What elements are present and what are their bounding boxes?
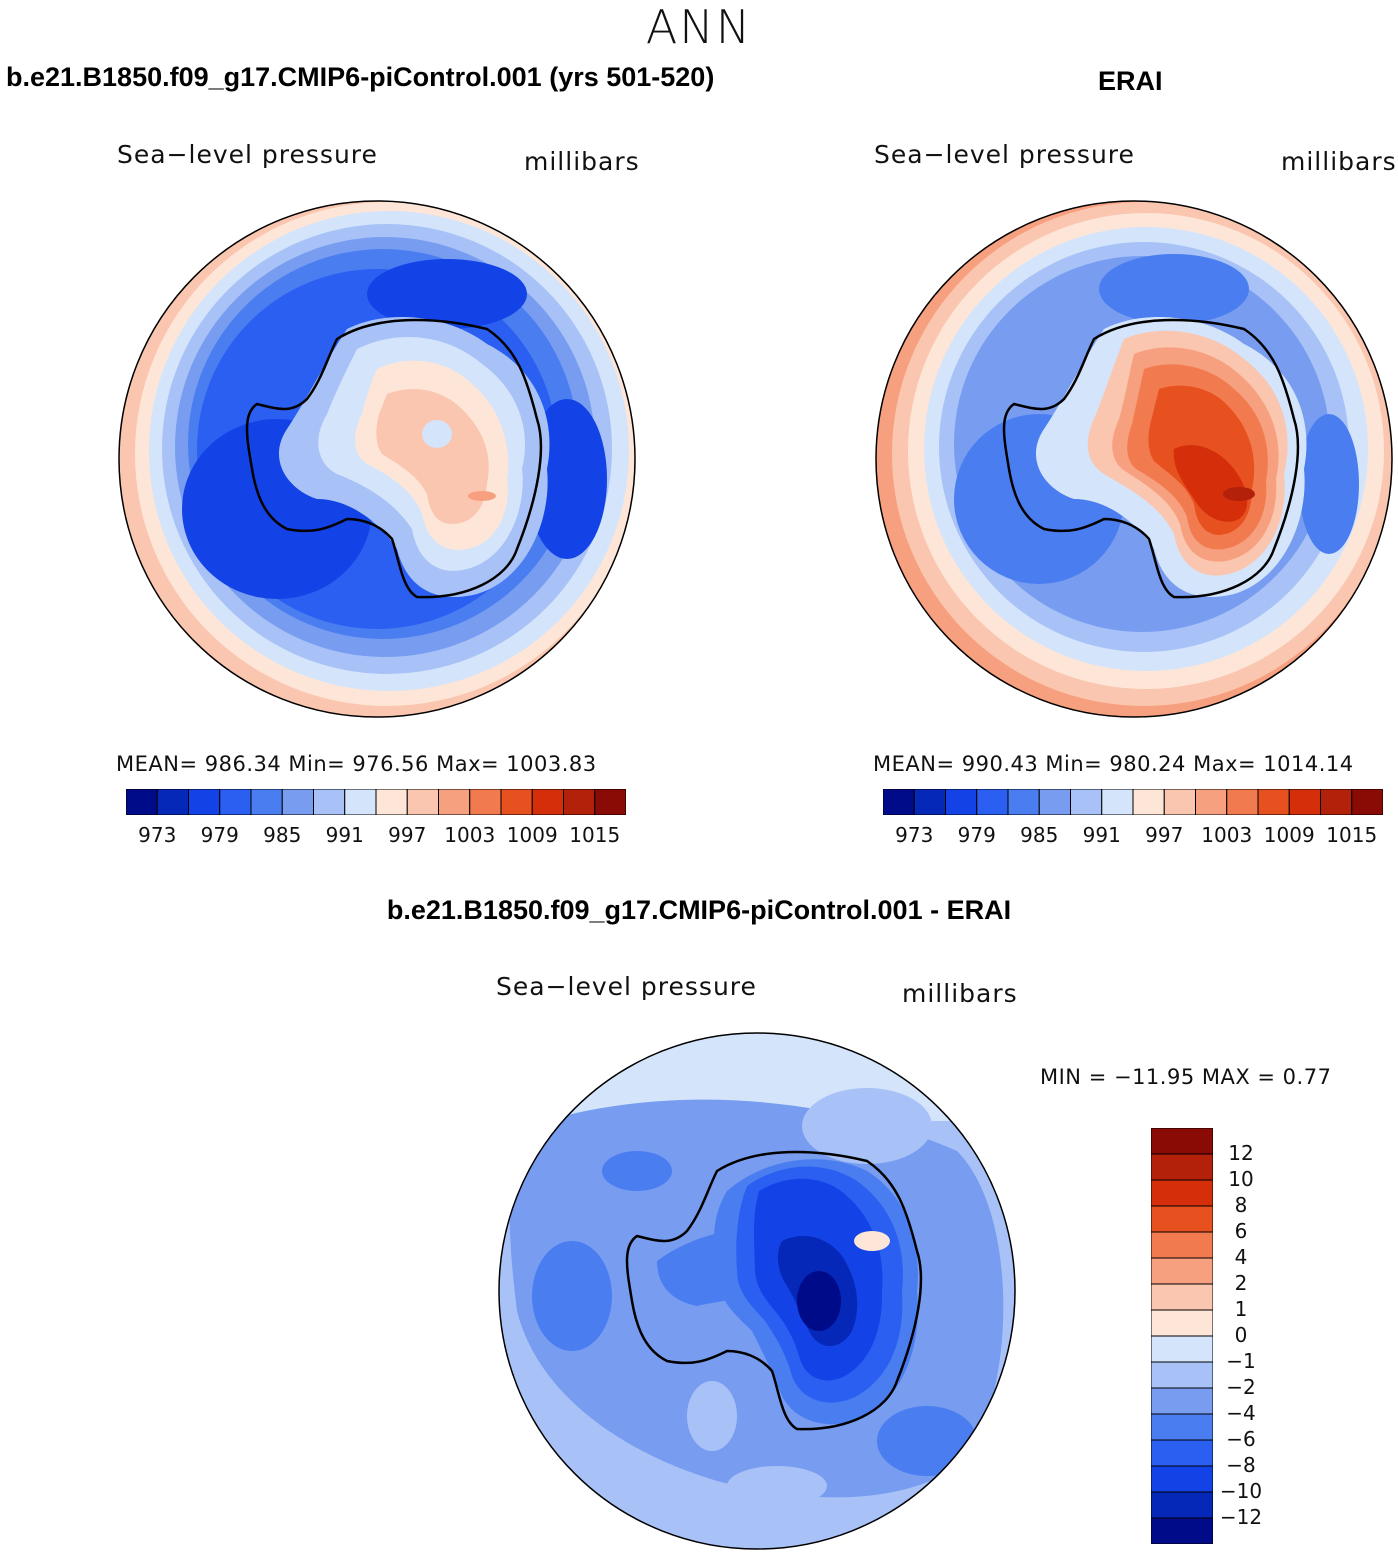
panel-1-title: b.e21.B1850.f09_g17.CMIP6-piControl.001 … xyxy=(6,62,715,92)
colorbar-box xyxy=(126,789,158,815)
panel-2-units-label: millibars xyxy=(1281,147,1397,176)
colorbar-box xyxy=(1151,1491,1213,1519)
colorbar-box xyxy=(594,789,626,815)
colorbar-tick-label: 985 xyxy=(1020,823,1059,847)
colorbar-tick-label: 997 xyxy=(1145,823,1184,847)
colorbar-tick-label: −4 xyxy=(1226,1401,1256,1425)
colorbar-box xyxy=(219,789,252,815)
colorbar-box xyxy=(1320,789,1353,815)
colorbar-tick-label: 979 xyxy=(957,823,996,847)
colorbar-box xyxy=(976,789,1009,815)
colorbar-tick-label: 1009 xyxy=(1263,823,1315,847)
colorbar-box xyxy=(469,789,502,815)
panel-3-map xyxy=(498,1032,1016,1550)
colorbar-box xyxy=(1151,1231,1213,1259)
colorbar-box xyxy=(1132,789,1165,815)
colorbar-tick-label: −12 xyxy=(1219,1505,1263,1529)
colorbar-tick-label: 0 xyxy=(1234,1323,1248,1347)
panel-1-stats: MEAN= 986.34 Min= 976.56 Max= 1003.83 xyxy=(116,752,597,776)
colorbar-tick-label: 1009 xyxy=(506,823,558,847)
colorbar-box xyxy=(1226,789,1259,815)
colorbar-box xyxy=(1151,1439,1213,1467)
colorbar-box xyxy=(1257,789,1290,815)
colorbar-tick-label: −2 xyxy=(1226,1375,1256,1399)
colorbar-box xyxy=(344,789,377,815)
panel-2-map xyxy=(875,200,1393,718)
colorbar-box xyxy=(375,789,408,815)
colorbar-box xyxy=(438,789,471,815)
colorbar-box xyxy=(1195,789,1228,815)
colorbar-tick-label: 979 xyxy=(200,823,239,847)
colorbar-box xyxy=(1151,1361,1213,1389)
colorbar-box xyxy=(1151,1309,1213,1337)
panel-1-variable-label: Sea−level pressure xyxy=(117,140,378,169)
colorbar-box xyxy=(1151,1179,1213,1207)
colorbar-tick-label: 1015 xyxy=(569,823,621,847)
colorbar-tick-label: 991 xyxy=(1082,823,1121,847)
difference-title: b.e21.B1850.f09_g17.CMIP6-piControl.001 … xyxy=(386,895,1012,925)
colorbar-box xyxy=(1151,1517,1213,1544)
colorbar-tick-label: 973 xyxy=(895,823,934,847)
colorbar-box xyxy=(1151,1387,1213,1415)
colorbar-box xyxy=(913,789,946,815)
colorbar-tick-label: 1003 xyxy=(1201,823,1253,847)
colorbar-box xyxy=(945,789,978,815)
colorbar-box xyxy=(1163,789,1196,815)
colorbar-box xyxy=(1101,789,1134,815)
panel-2-stats: MEAN= 990.43 Min= 980.24 Max= 1014.14 xyxy=(873,752,1354,776)
panel-1-colorbar xyxy=(126,789,626,815)
colorbar-tick-label: 10 xyxy=(1228,1167,1254,1191)
colorbar-tick-label: −6 xyxy=(1226,1427,1256,1451)
colorbar-tick-label: 997 xyxy=(388,823,427,847)
colorbar-tick-label: 1 xyxy=(1234,1297,1248,1321)
panel-2-variable-label: Sea−level pressure xyxy=(874,140,1135,169)
figure-title: ANN xyxy=(645,0,753,54)
colorbar-tick-label: 12 xyxy=(1228,1141,1254,1165)
colorbar-box xyxy=(250,789,283,815)
colorbar-box xyxy=(531,789,564,815)
colorbar-box xyxy=(1070,789,1103,815)
panel-2-title: ERAI xyxy=(1098,66,1163,96)
colorbar-box xyxy=(1288,789,1321,815)
panel-1-map xyxy=(118,200,636,718)
panel-3-stats: MIN = −11.95 MAX = 0.77 xyxy=(1040,1065,1332,1089)
colorbar-box xyxy=(563,789,596,815)
colorbar-tick-label: 1015 xyxy=(1326,823,1378,847)
colorbar-box xyxy=(1151,1257,1213,1285)
colorbar-tick-label: 973 xyxy=(138,823,177,847)
colorbar-box xyxy=(1007,789,1040,815)
colorbar-tick-label: 991 xyxy=(325,823,364,847)
panel-3-colorbar xyxy=(1151,1128,1213,1544)
colorbar-box xyxy=(1151,1465,1213,1493)
colorbar-tick-label: 4 xyxy=(1234,1245,1248,1269)
colorbar-box xyxy=(188,789,221,815)
colorbar-tick-label: 1003 xyxy=(444,823,496,847)
colorbar-box xyxy=(313,789,346,815)
colorbar-box xyxy=(1151,1283,1213,1311)
colorbar-tick-label: 985 xyxy=(263,823,302,847)
colorbar-tick-label: 8 xyxy=(1234,1193,1248,1217)
colorbar-tick-label: −8 xyxy=(1226,1453,1256,1477)
colorbar-box xyxy=(156,789,189,815)
colorbar-tick-label: 2 xyxy=(1234,1271,1248,1295)
colorbar-box xyxy=(883,789,915,815)
colorbar-tick-label: −1 xyxy=(1226,1349,1256,1373)
colorbar-box xyxy=(1151,1205,1213,1233)
panel-3-variable-label: Sea−level pressure xyxy=(496,972,757,1001)
panel-2-colorbar xyxy=(883,789,1383,815)
colorbar-box xyxy=(1351,789,1383,815)
colorbar-box xyxy=(1151,1153,1213,1181)
colorbar-tick-label: 6 xyxy=(1234,1219,1248,1243)
colorbar-box xyxy=(1151,1413,1213,1441)
panel-3-units-label: millibars xyxy=(902,979,1018,1008)
colorbar-box xyxy=(1151,1335,1213,1363)
colorbar-box xyxy=(1038,789,1071,815)
colorbar-tick-label: −10 xyxy=(1219,1479,1263,1503)
colorbar-box xyxy=(281,789,314,815)
colorbar-box xyxy=(1151,1128,1213,1155)
colorbar-box xyxy=(500,789,533,815)
colorbar-box xyxy=(406,789,439,815)
panel-1-units-label: millibars xyxy=(524,147,640,176)
